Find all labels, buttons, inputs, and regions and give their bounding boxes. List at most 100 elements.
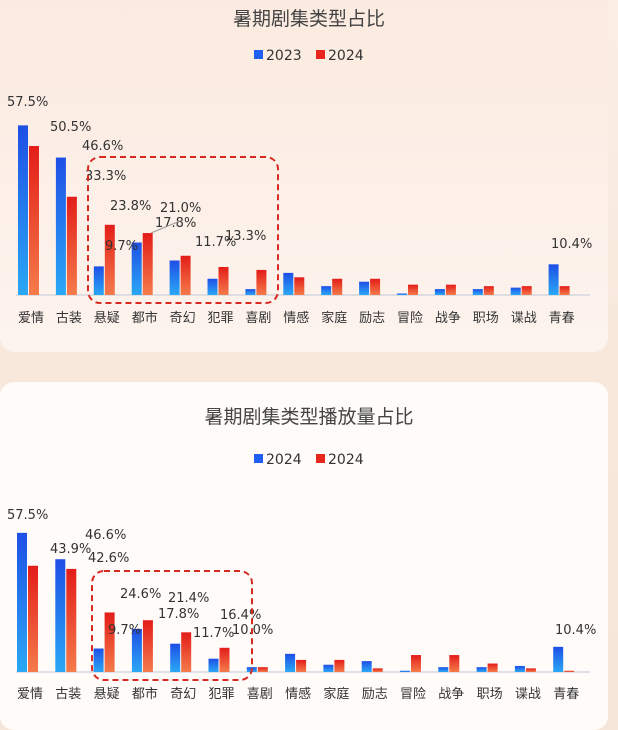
category-label: 情感 (283, 310, 309, 326)
data-label: 42.6% (88, 551, 129, 566)
bar-a (361, 661, 372, 672)
category-label: 爱情 (18, 311, 44, 326)
category-label: 职场 (473, 311, 499, 326)
category-label: 犯罪 (208, 687, 234, 702)
data-label: 24.6% (120, 587, 161, 602)
bar-a (17, 532, 27, 672)
category-label: 青春 (553, 687, 579, 702)
bar-a (510, 287, 521, 295)
bar-b (294, 277, 305, 295)
bar-b (445, 284, 456, 295)
data-label: 33.3% (85, 169, 126, 184)
bar-b (521, 286, 532, 295)
leader-line (150, 220, 181, 234)
category-label: 冒险 (397, 311, 423, 326)
bar-b (370, 278, 381, 295)
bar-a (514, 665, 525, 672)
category-label: 喜剧 (247, 687, 273, 702)
bar-a (548, 264, 559, 295)
bar-b (104, 224, 115, 295)
bar-a (170, 643, 181, 672)
category-label: 奇幻 (170, 686, 196, 702)
bar-b (66, 196, 77, 295)
bar-a (397, 293, 407, 295)
data-label: 43.9% (50, 542, 91, 557)
highlight-box (91, 570, 253, 681)
bar-b (332, 278, 343, 295)
bar-a (207, 278, 218, 295)
bar-b (142, 233, 153, 295)
bar-b (449, 655, 460, 672)
bar-a (93, 266, 104, 295)
highlight-box (87, 156, 279, 304)
data-label: 17.8% (158, 607, 199, 622)
data-label: 57.5% (7, 508, 48, 523)
bar-a (321, 286, 332, 295)
bar-a (169, 260, 180, 295)
bar-a (323, 664, 334, 672)
legend-swatch (254, 454, 263, 463)
bar-a (131, 242, 142, 295)
category-label: 战争 (435, 311, 461, 326)
bar-b (256, 269, 267, 295)
bar-b (372, 668, 383, 672)
data-label: 9.7% (105, 239, 138, 254)
category-label: 悬疑 (94, 686, 120, 702)
bar-a (400, 670, 410, 672)
bar-b (181, 632, 192, 672)
bar-b (219, 647, 230, 672)
bar-a (131, 628, 142, 672)
bar-a (55, 559, 66, 672)
bar-a (438, 667, 449, 672)
bar-b (28, 565, 38, 672)
category-label: 青春 (549, 311, 575, 326)
category-label: 奇幻 (170, 310, 196, 326)
legend-label: 2024 (266, 452, 302, 468)
data-label: 46.6% (82, 139, 123, 154)
bar-b (411, 655, 421, 672)
data-label: 21.0% (160, 201, 201, 216)
legend-swatch (316, 454, 325, 463)
bar-b (334, 659, 345, 672)
category-label: 喜剧 (245, 311, 271, 326)
bar-b (525, 668, 536, 672)
bar-a (283, 272, 294, 295)
category-label: 家庭 (321, 310, 347, 326)
category-label: 职场 (477, 687, 503, 702)
category-label: 励志 (362, 687, 388, 702)
chart-title: 暑期剧集类型占比 (233, 8, 385, 30)
data-label: 50.5% (50, 120, 91, 135)
bar-a (553, 646, 564, 672)
category-label: 爱情 (17, 687, 43, 702)
category-label: 悬疑 (94, 310, 120, 326)
data-label: 46.6% (85, 528, 126, 543)
bar-a (208, 658, 219, 672)
category-label: 古装 (55, 687, 81, 702)
bar-a (55, 157, 66, 295)
bar-b (559, 286, 570, 295)
bar-a (472, 289, 483, 295)
legend-label: 2023 (266, 48, 302, 64)
category-label: 犯罪 (207, 311, 233, 326)
category-label: 情感 (285, 686, 311, 702)
data-label: 23.8% (110, 199, 151, 214)
bar-a (18, 125, 28, 295)
legend-swatch (254, 50, 263, 59)
data-label: 13.3% (225, 229, 266, 244)
data-label: 57.5% (7, 95, 48, 110)
bar-b (257, 667, 268, 672)
category-label: 谍战 (515, 687, 541, 702)
category-label: 都市 (132, 686, 158, 702)
bar-b (104, 612, 115, 672)
bar-b (564, 670, 575, 672)
chart-title: 暑期剧集类型播放量占比 (204, 406, 413, 428)
data-label: 10.4% (551, 237, 592, 252)
bar-b (142, 620, 153, 672)
bar-a (245, 289, 256, 295)
bar-a (476, 667, 487, 672)
bar-b (487, 663, 498, 672)
bar-b (29, 146, 39, 295)
bar-b (483, 286, 494, 295)
category-label: 谍战 (511, 311, 537, 326)
